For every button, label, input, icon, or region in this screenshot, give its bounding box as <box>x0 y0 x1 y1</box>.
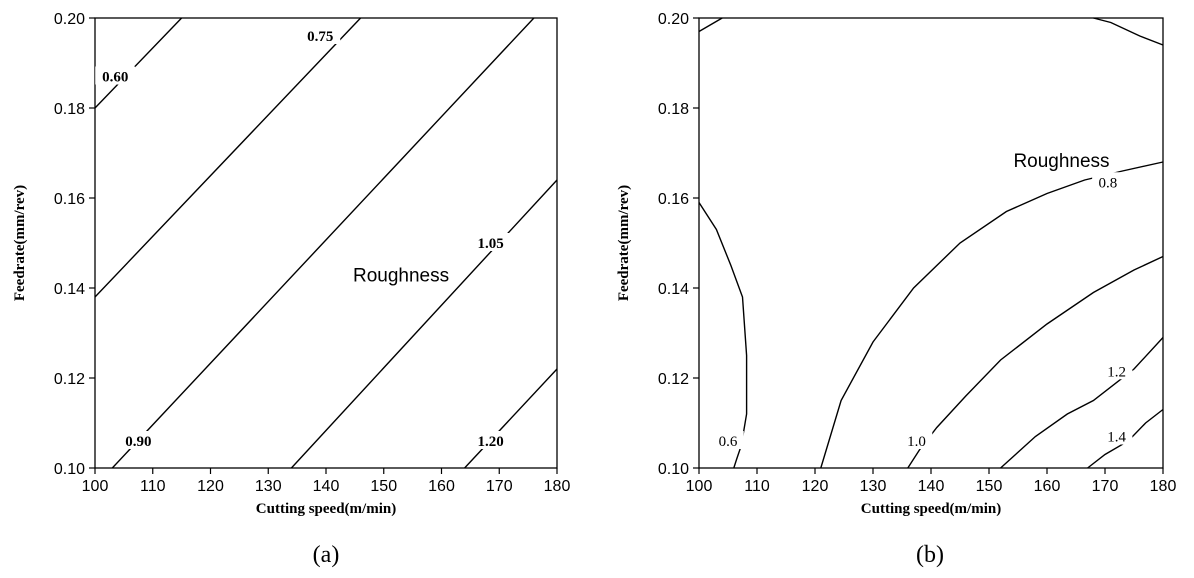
contour-level-label: 0.6 <box>719 434 738 450</box>
contour-level-label: 1.4 <box>1107 430 1126 446</box>
roughness-annotation: Roughness <box>1013 151 1109 172</box>
contour-line <box>290 179 558 469</box>
contour-line <box>464 368 558 469</box>
y-tick-label: 0.18 <box>658 101 689 118</box>
contour-label-bg <box>470 233 511 251</box>
x-tick-label: 160 <box>1034 478 1061 495</box>
y-tick-label: 0.12 <box>54 371 85 388</box>
panel-caption: (a) <box>313 542 340 568</box>
x-tick-label: 110 <box>140 478 166 495</box>
panel-caption: (b) <box>916 542 944 568</box>
y-tick-label: 0.10 <box>658 461 689 478</box>
contour-level-label: 1.20 <box>477 434 503 450</box>
contour-label-bg <box>1100 426 1133 445</box>
x-tick-label: 150 <box>976 478 1003 495</box>
contour-label-bg <box>900 431 933 449</box>
x-tick-label: 170 <box>486 478 513 495</box>
x-tick-label: 140 <box>313 478 340 495</box>
contour-level-label: 1.2 <box>1107 364 1126 380</box>
y-tick-label: 0.16 <box>54 191 85 208</box>
contour-plot-b: 100 110 120 130 140 150 160 170 180 0.10 0.12 0.14 0… <box>616 11 1176 568</box>
contour-line <box>698 202 748 469</box>
contour-line <box>698 17 723 33</box>
contour-line <box>94 17 362 298</box>
y-tick-label: 0.18 <box>54 101 85 118</box>
contour-line <box>1000 337 1164 469</box>
contour-level-label: 0.90 <box>125 434 151 450</box>
contour-label-bg <box>300 26 341 44</box>
x-tick-label: 170 <box>1092 478 1119 495</box>
y-tick-label: 0.12 <box>658 371 689 388</box>
y-tick-label: 0.14 <box>658 281 689 298</box>
contour-line <box>820 161 1164 469</box>
x-tick-label: 150 <box>370 478 397 495</box>
contour-label-bg <box>470 431 511 449</box>
contour-label-bg <box>118 431 159 449</box>
contour-plot-a: 100 110 120 130 140 150 160 170 180 0.10 0.12 0.14 0… <box>12 11 570 568</box>
x-tick-label: 120 <box>802 478 829 495</box>
contour-line <box>1093 17 1164 46</box>
y-axis-label: Feedrate(mm/rev) <box>616 185 632 301</box>
x-tick-label: 130 <box>860 478 887 495</box>
contour-label-bg <box>1100 361 1133 380</box>
x-tick-label: 180 <box>1150 478 1177 495</box>
contour-label-bg <box>712 431 744 449</box>
contour-level-label: 0.75 <box>307 29 333 45</box>
contour-level-label: 0.8 <box>1099 175 1118 191</box>
contour-label-bg <box>1092 172 1124 191</box>
contour-level-label: 1.05 <box>477 236 503 252</box>
contour-line <box>111 17 535 469</box>
x-tick-label: 120 <box>197 478 224 495</box>
contour-line <box>94 17 183 109</box>
x-tick-label: 180 <box>544 478 571 495</box>
x-tick-label: 140 <box>918 478 945 495</box>
roughness-annotation: Roughness <box>353 266 449 287</box>
contour-label-bg <box>95 66 136 85</box>
contour-level-label: 1.0 <box>907 434 926 450</box>
y-tick-label: 0.14 <box>54 281 85 298</box>
y-axis-label: Feedrate(mm/rev) <box>12 185 28 301</box>
y-tick-label: 0.20 <box>54 11 85 28</box>
x-tick-label: 160 <box>428 478 455 495</box>
x-tick-label: 110 <box>744 478 770 495</box>
x-axis-label: Cutting speed(m/min) <box>861 501 1001 517</box>
x-axis-label: Cutting speed(m/min) <box>256 501 396 517</box>
x-tick-label: 100 <box>686 478 713 495</box>
contour-level-label: 0.60 <box>102 70 128 86</box>
y-tick-label: 0.10 <box>54 461 85 478</box>
x-tick-label: 130 <box>255 478 282 495</box>
y-tick-label: 0.20 <box>658 11 689 28</box>
y-tick-label: 0.16 <box>658 191 689 208</box>
x-tick-label: 100 <box>82 478 109 495</box>
